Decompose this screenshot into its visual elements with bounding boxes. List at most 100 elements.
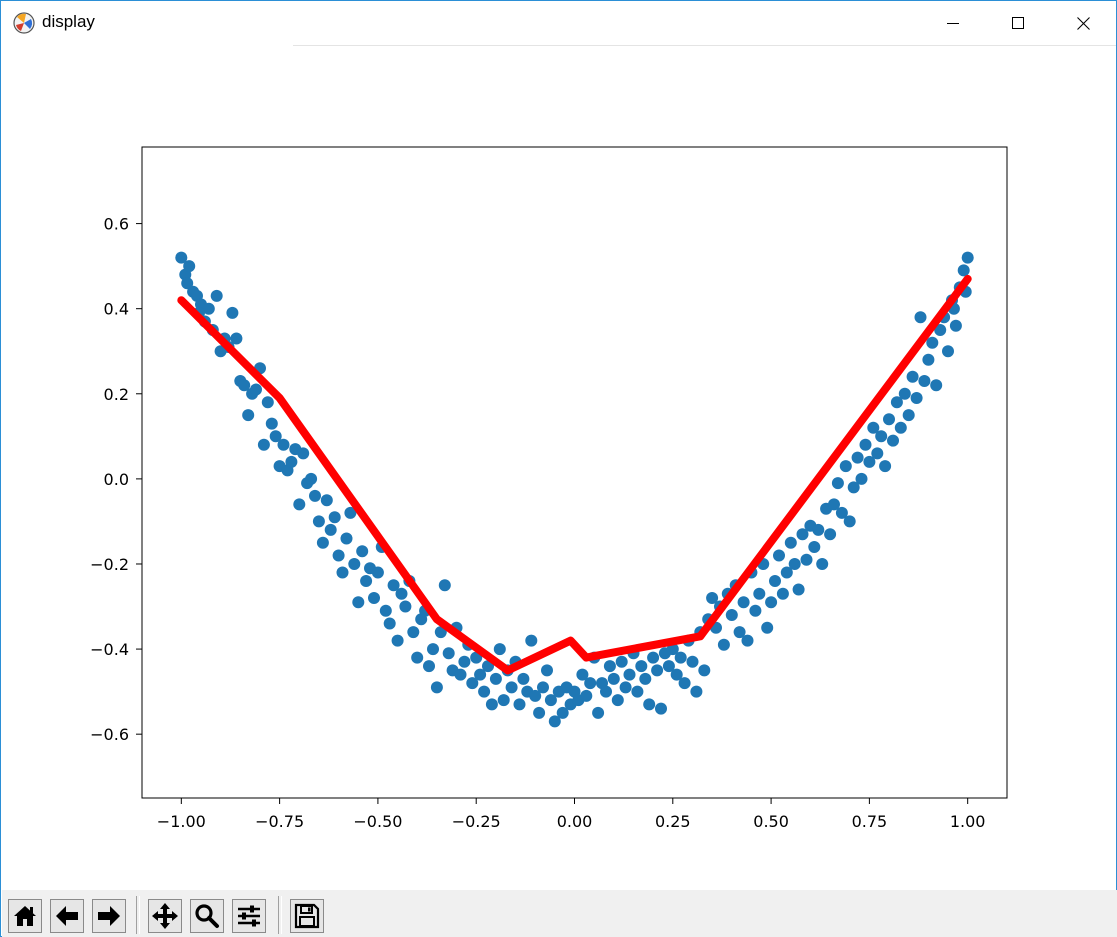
scatter-point xyxy=(623,668,636,681)
sliders-icon xyxy=(238,905,260,927)
scatter-point xyxy=(348,558,361,570)
scatter-point xyxy=(202,302,215,315)
scatter-point xyxy=(427,643,439,656)
scatter-point xyxy=(312,515,325,528)
scatter-point xyxy=(340,532,353,545)
scatter-point xyxy=(529,689,542,702)
scatter-point xyxy=(635,660,648,673)
scatter-point xyxy=(792,583,805,596)
arrow-right-icon xyxy=(98,906,120,926)
window-title: display xyxy=(42,12,95,31)
pan-button[interactable] xyxy=(148,899,182,933)
y-tick-label: −0.4 xyxy=(90,640,129,659)
scatter-point xyxy=(800,553,813,566)
scatter-point xyxy=(352,596,365,609)
search-icon xyxy=(195,904,219,928)
scatter-point xyxy=(411,651,424,664)
scatter-point xyxy=(395,587,408,600)
scatter-point xyxy=(525,634,538,647)
scatter-point xyxy=(651,664,664,677)
scatter-point xyxy=(328,511,341,524)
x-tick-label: 0.75 xyxy=(852,812,888,831)
title-bar[interactable]: display xyxy=(1,1,1116,46)
scatter-point xyxy=(859,438,872,451)
scatter-point xyxy=(706,592,719,604)
scatter-point xyxy=(831,477,844,490)
scatter-point xyxy=(277,438,290,451)
scatter-point xyxy=(733,626,746,639)
arrow-left-icon xyxy=(56,906,78,926)
scatter-point xyxy=(678,677,691,690)
scatter-point xyxy=(368,592,380,604)
scatter-point xyxy=(898,387,911,400)
scatter-point xyxy=(863,455,876,468)
x-tick-label: −0.25 xyxy=(452,812,501,831)
scatter-point xyxy=(305,472,318,485)
scatter-point xyxy=(600,685,612,698)
scatter-point xyxy=(879,460,892,473)
x-tick-label: −0.75 xyxy=(255,812,304,831)
scatter-point xyxy=(611,694,624,707)
y-axis: 0.6 0.4 0.2 0.0 −0.2 −0.4 −0.6 xyxy=(90,215,142,744)
scatter-point xyxy=(883,413,895,426)
scatter-point xyxy=(796,528,809,541)
scatter-point xyxy=(918,375,931,387)
scatter-point xyxy=(690,685,703,698)
scatter-point xyxy=(387,579,400,592)
scatter-point xyxy=(855,472,868,485)
maximize-button[interactable] xyxy=(986,1,1050,45)
scatter-point xyxy=(906,370,919,383)
floppy-disk-icon xyxy=(294,903,320,929)
scatter-point xyxy=(497,694,510,707)
scatter-point xyxy=(356,545,369,558)
scatter-point xyxy=(336,566,349,579)
scatter-point xyxy=(489,672,502,685)
scatter-point xyxy=(371,566,384,579)
scatter-point xyxy=(238,379,251,392)
scatter-point xyxy=(769,575,781,587)
save-button[interactable] xyxy=(290,899,324,933)
scatter-point xyxy=(576,668,589,681)
toolbar-separator xyxy=(136,896,140,934)
scatter-point xyxy=(454,668,467,681)
scatter-point xyxy=(698,664,711,677)
scatter-point xyxy=(556,706,569,719)
scatter-point xyxy=(780,566,793,579)
scatter-point xyxy=(474,668,487,681)
x-tick-label: −1.00 xyxy=(157,812,206,831)
scatter-point xyxy=(442,647,455,660)
scatter-point xyxy=(922,353,935,366)
scatter-point xyxy=(250,383,262,396)
scatter-point xyxy=(934,324,947,336)
y-tick-label: 0.2 xyxy=(104,385,129,404)
scatter-point xyxy=(584,677,597,690)
scatter-point xyxy=(257,438,270,451)
close-button[interactable] xyxy=(1051,1,1115,45)
scatter-point xyxy=(438,579,451,592)
scatter-point xyxy=(391,634,404,647)
scatter-point xyxy=(717,638,730,651)
scatter-point xyxy=(478,685,491,698)
scatter-point xyxy=(619,681,632,694)
scatter-point xyxy=(458,655,471,668)
scatter-point xyxy=(383,617,396,630)
scatter-point xyxy=(265,417,278,430)
zoom-button[interactable] xyxy=(190,899,224,933)
scatter-point xyxy=(910,392,923,404)
scatter-point xyxy=(816,558,829,570)
scatter-point xyxy=(344,506,357,519)
scatter-point xyxy=(379,604,392,617)
scatter-point xyxy=(875,430,888,443)
home-button[interactable] xyxy=(8,899,42,933)
configure-subplots-button[interactable] xyxy=(232,899,266,933)
scatter-point xyxy=(851,451,864,464)
close-icon xyxy=(1076,16,1090,30)
y-tick-label: −0.6 xyxy=(90,725,129,744)
figure-canvas[interactable]: −1.00 −0.75 −0.50 −0.25 0.00 0.25 0.50 0.75 1.00… xyxy=(1,46,1116,889)
minimize-button[interactable] xyxy=(921,1,985,45)
scatter-point xyxy=(592,706,605,719)
scatter-point xyxy=(662,660,675,673)
forward-button[interactable] xyxy=(92,899,126,933)
back-button[interactable] xyxy=(50,899,84,933)
scatter-point xyxy=(788,558,801,570)
